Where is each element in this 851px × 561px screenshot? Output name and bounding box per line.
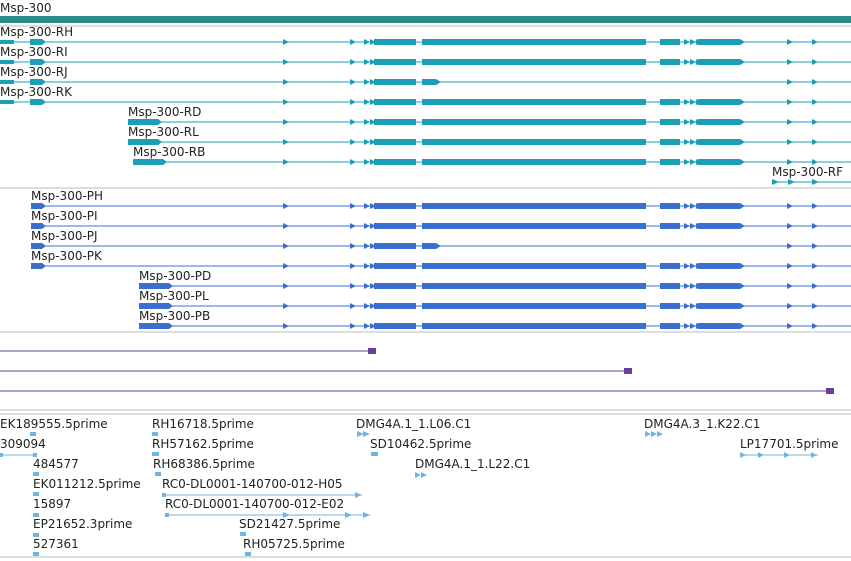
- exon-blocks: [0, 39, 818, 45]
- est-feature[interactable]: [33, 533, 39, 537]
- exon-blocks: [139, 323, 818, 329]
- est-label[interactable]: RH16718.5prime: [152, 417, 254, 431]
- exon-blocks: [128, 119, 818, 125]
- est-feature[interactable]: [245, 552, 251, 556]
- transcript-track[interactable]: Msp-300-RF: [772, 165, 851, 185]
- gene-label: Msp-300: [0, 1, 51, 15]
- protein-track[interactable]: Msp-300-PK: [31, 249, 851, 269]
- protein-track[interactable]: Msp-300-PL: [139, 289, 851, 309]
- est-label[interactable]: RC0-DL0001-140700-012-E02: [165, 497, 344, 511]
- transcript-label: Msp-300-RH: [0, 25, 73, 39]
- est-feature: [33, 453, 37, 457]
- protein-track[interactable]: Msp-300-PH: [31, 189, 851, 209]
- est-feature[interactable]: [33, 492, 39, 496]
- transcript-track[interactable]: Msp-300-RK: [0, 85, 851, 105]
- est-label[interactable]: RH57162.5prime: [152, 437, 254, 451]
- est-label[interactable]: RC0-DL0001-140700-012-H05: [162, 477, 343, 491]
- exon-blocks: [0, 79, 818, 85]
- exon-blocks: [0, 99, 818, 105]
- est-label[interactable]: DMG4A.3_1.K22.C1: [644, 417, 760, 431]
- est-label[interactable]: DMG4A.1_1.L22.C1: [415, 457, 530, 471]
- alignment-track[interactable]: [0, 348, 376, 354]
- est-arrow: [283, 512, 370, 518]
- est-feature[interactable]: [371, 452, 378, 456]
- alignment-end-marker: [368, 348, 376, 354]
- est-label[interactable]: DMG4A.1_1.L06.C1: [356, 417, 471, 431]
- est-label[interactable]: RH05725.5prime: [243, 537, 345, 551]
- protein-track[interactable]: Msp-300-PJ: [31, 229, 851, 249]
- est-feature[interactable]: [33, 472, 39, 476]
- transcript-label: Msp-300-RJ: [0, 65, 68, 79]
- est-feature: [0, 453, 3, 457]
- rna-track-group: Msp-300-RH Msp-300-RI Msp-300-RJ Msp-300…: [0, 25, 851, 185]
- exon-blocks: [128, 139, 818, 145]
- protein-label: Msp-300-PH: [31, 189, 103, 203]
- protein-track[interactable]: Msp-300-PI: [31, 209, 851, 229]
- gene-bar[interactable]: [0, 16, 851, 23]
- est-track-group: EK189555.5prime 309094 484577 EK011212.5…: [0, 417, 839, 556]
- exon-blocks: [0, 59, 818, 65]
- protein-label: Msp-300-PI: [31, 209, 98, 223]
- est-arrow[interactable]: [415, 472, 427, 478]
- exon-blocks: [31, 243, 818, 249]
- est-label[interactable]: 484577: [33, 457, 79, 471]
- est-label[interactable]: 309094: [0, 437, 46, 451]
- transcript-track[interactable]: Msp-300-RB: [133, 145, 851, 165]
- exon-blocks: [139, 303, 818, 309]
- est-feature[interactable]: [30, 432, 36, 436]
- protein-label: Msp-300-PL: [139, 289, 209, 303]
- protein-track[interactable]: Msp-300-PB: [139, 309, 851, 329]
- protein-label: Msp-300-PB: [139, 309, 210, 323]
- est-arrow[interactable]: [357, 431, 370, 437]
- est-feature[interactable]: [152, 432, 158, 436]
- est-feature[interactable]: [240, 532, 246, 536]
- exon-blocks: [31, 203, 818, 209]
- est-feature: [162, 493, 166, 497]
- protein-label: Msp-300-PD: [139, 269, 211, 283]
- est-feature[interactable]: [152, 452, 159, 456]
- transcript-label: Msp-300-RF: [772, 165, 843, 179]
- protein-label: Msp-300-PK: [31, 249, 103, 263]
- protein-label: Msp-300-PJ: [31, 229, 98, 243]
- transcript-track[interactable]: Msp-300-RD: [128, 105, 851, 125]
- est-arrow[interactable]: [645, 431, 663, 437]
- est-label[interactable]: 527361: [33, 537, 79, 551]
- protein-track-group: Msp-300-PH Msp-300-PI Msp-300-PJ Msp-300…: [31, 189, 851, 329]
- transcript-label: Msp-300-RK: [0, 85, 73, 99]
- alignment-track[interactable]: [0, 368, 632, 374]
- est-label[interactable]: EK011212.5prime: [33, 477, 141, 491]
- exon-blocks: [139, 283, 818, 289]
- est-feature[interactable]: [33, 513, 39, 517]
- est-label[interactable]: RH68386.5prime: [153, 457, 255, 471]
- protein-track[interactable]: Msp-300-PD: [139, 269, 851, 289]
- est-arrow: [740, 452, 817, 458]
- est-feature[interactable]: [33, 552, 39, 556]
- transcript-track[interactable]: Msp-300-RH: [0, 25, 851, 45]
- transcript-label: Msp-300-RD: [128, 105, 201, 119]
- alignment-end-marker: [624, 368, 632, 374]
- exon-blocks: [31, 263, 818, 269]
- est-label[interactable]: SD21427.5prime: [239, 517, 340, 531]
- transcript-label: Msp-300-RB: [133, 145, 205, 159]
- transcript-label: Msp-300-RI: [0, 45, 68, 59]
- est-arrow: [355, 492, 362, 498]
- transcript-track[interactable]: Msp-300-RI: [0, 45, 851, 65]
- transcript-label: Msp-300-RL: [128, 125, 199, 139]
- est-label[interactable]: EP21652.3prime: [33, 517, 132, 531]
- alignment-end-marker: [826, 388, 834, 394]
- transcript-track[interactable]: Msp-300-RJ: [0, 65, 851, 85]
- est-feature: [165, 513, 169, 517]
- alignment-track[interactable]: [0, 388, 834, 394]
- exon-blocks: [133, 159, 818, 165]
- est-label[interactable]: 15897: [33, 497, 71, 511]
- est-feature[interactable]: [155, 472, 161, 476]
- transcript-track[interactable]: Msp-300-RL: [128, 125, 851, 145]
- est-label[interactable]: LP17701.5prime: [740, 437, 839, 451]
- est-label[interactable]: EK189555.5prime: [0, 417, 108, 431]
- exon-blocks: [31, 223, 818, 229]
- est-label[interactable]: SD10462.5prime: [370, 437, 471, 451]
